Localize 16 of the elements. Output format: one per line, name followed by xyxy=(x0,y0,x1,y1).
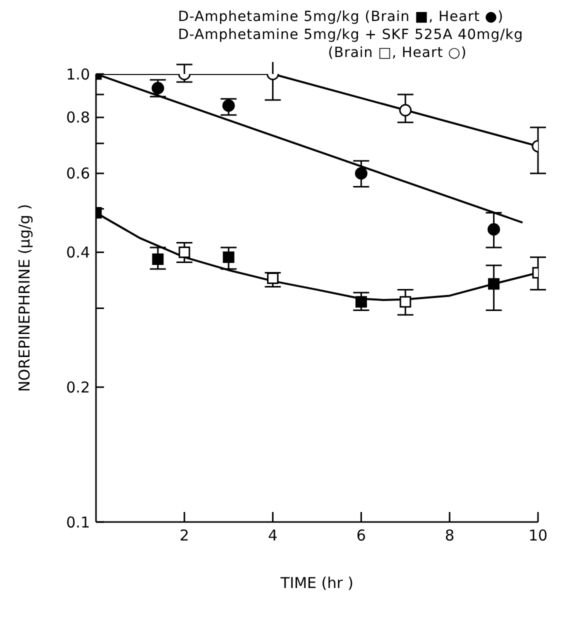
chart-subtitle: D-Amphetamine 5mg/kg + SKF 525A 40mg/kg xyxy=(178,26,524,44)
x-axis-title: TIME (hr ) xyxy=(280,574,354,592)
x-tick-label: 10 xyxy=(528,526,548,545)
y-tick-label: 0.2 xyxy=(66,378,90,396)
text: (Brain □, Heart ○) xyxy=(327,44,468,62)
y-tick-label: 1.0 xyxy=(66,65,90,84)
y-tick-label: 0.6 xyxy=(66,164,90,183)
x-tick-label: 8 xyxy=(444,526,454,545)
y-tick-label: 0.1 xyxy=(66,513,90,532)
y-axis-title: NOREPINEPHRINE (μg/g ) xyxy=(15,204,34,392)
x-tick-label: 4 xyxy=(268,526,278,545)
chart-title: D-Amphetamine 5mg/kg (Brain ■, Heart ●) xyxy=(178,8,505,26)
x-tick-label: 6 xyxy=(356,526,366,545)
y-tick-label: 0.8 xyxy=(66,108,90,127)
y-tick-label: 0.4 xyxy=(66,244,90,262)
x-tick-label: 2 xyxy=(180,526,190,545)
